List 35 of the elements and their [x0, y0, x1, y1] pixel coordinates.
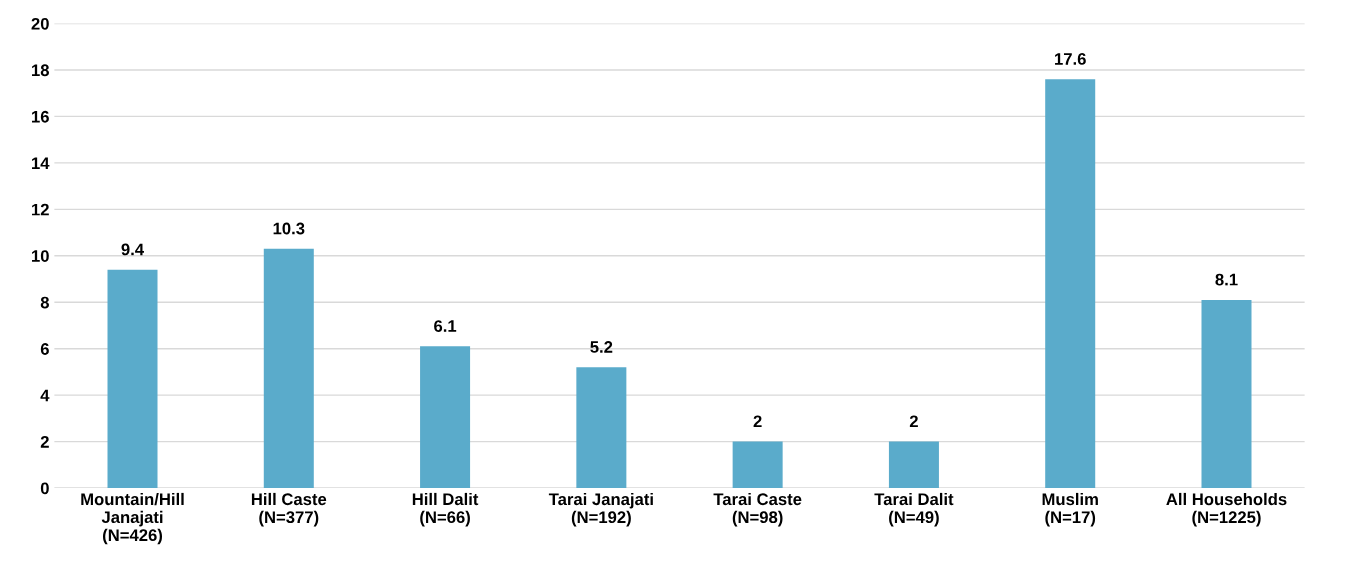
y-tick-label: 16: [32, 110, 49, 123]
bar: [107, 269, 158, 489]
x-tick-label: Hill Caste (N=377): [251, 492, 327, 527]
bar: [732, 441, 783, 489]
data-label: 8.1: [1215, 273, 1238, 286]
y-tick-label: 12: [32, 203, 49, 216]
bar: [420, 346, 471, 489]
x-tick-label: Mountain/Hill Janajati (N=426): [81, 492, 184, 545]
bar: [1045, 79, 1096, 489]
y-tick-label: 18: [32, 64, 49, 77]
bar: [1201, 299, 1252, 489]
data-label: 2: [909, 415, 918, 428]
data-label: 6.1: [434, 320, 457, 332]
x-tick-label: Tarai Caste (N=98): [713, 492, 802, 527]
bar: [576, 367, 627, 489]
data-label: 5.2: [590, 341, 613, 353]
data-label: 9.4: [121, 243, 144, 256]
y-tick-label: 4: [40, 389, 50, 402]
data-label: 2: [753, 415, 762, 428]
data-label: 17.6: [1055, 53, 1086, 65]
x-tick-label: All Households (N=1225): [1166, 492, 1287, 527]
data-label: 10.3: [273, 222, 305, 235]
y-tick-label: 10: [32, 250, 49, 262]
x-tick-label: Tarai Dalit (N=49): [874, 492, 954, 527]
y-tick-label: 6: [40, 343, 49, 355]
x-tick-label: Hill Dalit (N=66): [412, 492, 479, 527]
x-tick-label: Tarai Janajati (N=192): [548, 492, 653, 527]
y-tick-label: 8: [40, 296, 49, 309]
x-tick-label: Muslim (N=17): [1042, 492, 1098, 527]
bar: [263, 248, 314, 489]
y-tick-label: 14: [32, 157, 50, 169]
bar: [888, 441, 939, 489]
y-tick-label: 2: [40, 435, 49, 448]
y-tick-label: 20: [31, 17, 49, 30]
y-tick-label: 0: [40, 482, 49, 495]
